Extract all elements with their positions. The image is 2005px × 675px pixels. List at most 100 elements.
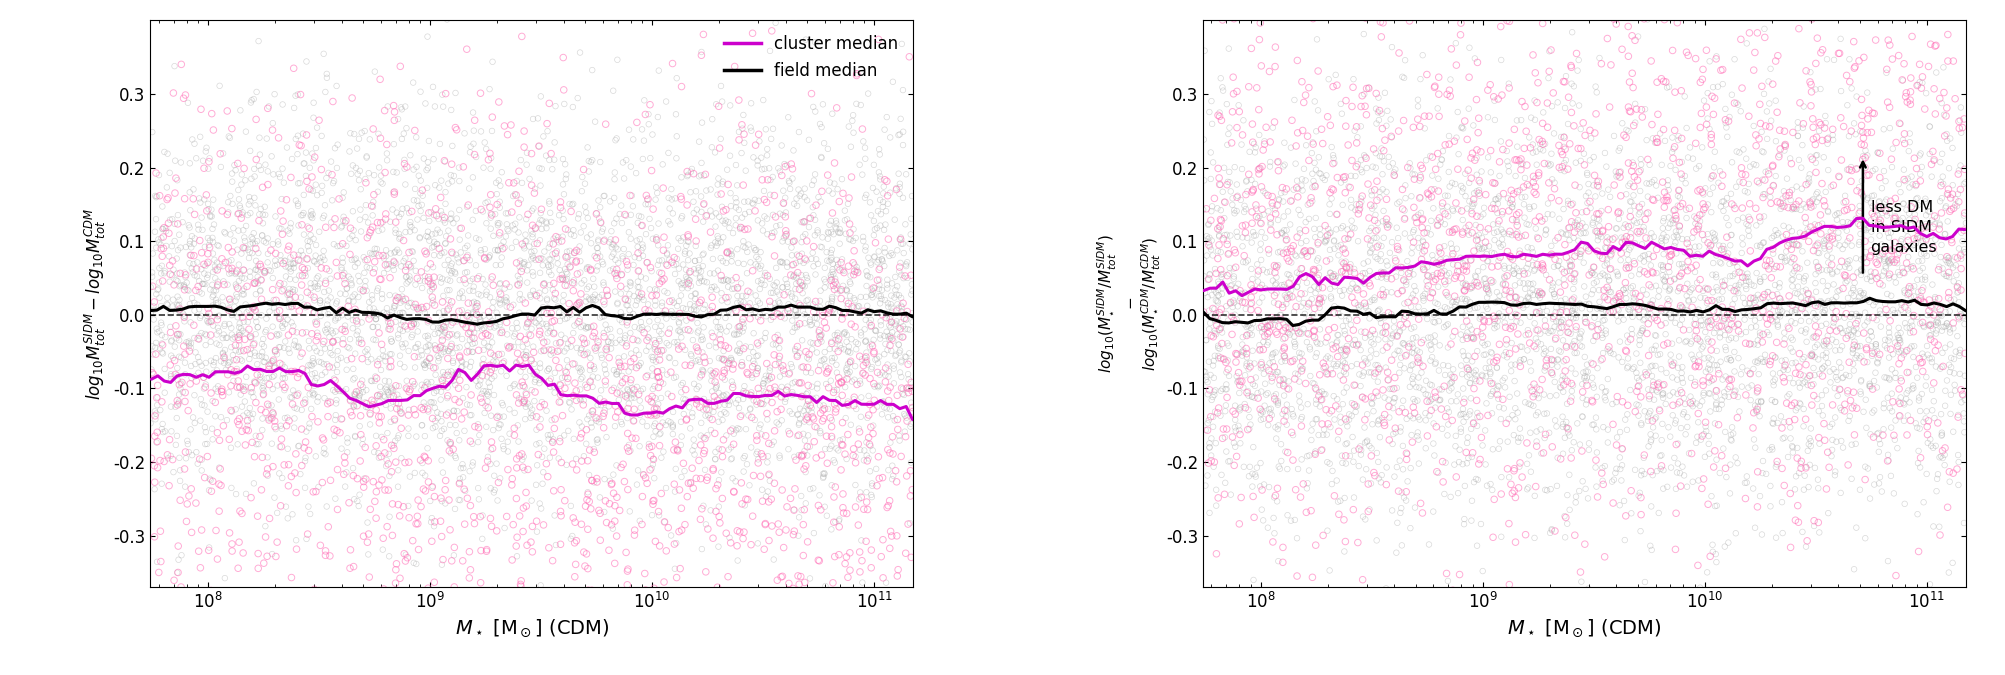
Point [1634, 300, 1666, 311]
Point [507, 342, 539, 352]
Point [1564, 124, 1596, 134]
Point [409, 342, 441, 352]
Point [1782, 399, 1815, 410]
Point [886, 273, 918, 284]
Point [1229, 227, 1261, 238]
Point [1566, 341, 1598, 352]
Point [790, 34, 822, 45]
Point [1706, 443, 1738, 454]
Point [1774, 306, 1807, 317]
Point [1197, 303, 1229, 314]
Point [816, 356, 848, 367]
Point [146, 261, 178, 271]
Point [485, 252, 517, 263]
Point [1642, 286, 1674, 296]
Point [178, 298, 211, 308]
Point [399, 299, 431, 310]
Point [561, 342, 593, 353]
Point [1251, 267, 1283, 277]
Point [1492, 16, 1524, 27]
Point [820, 284, 852, 294]
Point [786, 232, 818, 242]
Point [196, 232, 229, 243]
Point [393, 298, 425, 308]
Point [884, 269, 916, 280]
Point [1887, 268, 1919, 279]
Point [1401, 302, 1434, 313]
Point [1476, 247, 1508, 258]
Point [882, 564, 914, 575]
Point [834, 277, 866, 288]
Point [1624, 165, 1656, 176]
Point [794, 317, 826, 327]
Point [365, 381, 397, 392]
Point [1249, 362, 1281, 373]
Point [140, 338, 172, 348]
Point [1355, 325, 1387, 335]
Point [1740, 387, 1772, 398]
Point [1325, 399, 1357, 410]
Point [1594, 251, 1626, 262]
Point [884, 383, 916, 394]
Point [1363, 313, 1395, 324]
Point [1863, 197, 1895, 208]
Point [1285, 421, 1317, 431]
Point [1782, 362, 1815, 373]
Point [1855, 350, 1887, 361]
Point [192, 153, 225, 164]
Point [1460, 376, 1492, 387]
Point [313, 285, 345, 296]
Point [1428, 190, 1460, 201]
Point [1638, 175, 1670, 186]
Point [1586, 333, 1618, 344]
Point [1351, 306, 1383, 317]
Point [1369, 479, 1401, 490]
Point [409, 380, 441, 391]
Point [1893, 208, 1925, 219]
Point [581, 195, 614, 206]
Point [1626, 452, 1658, 463]
Point [1279, 282, 1311, 293]
Point [361, 186, 393, 197]
Point [1694, 240, 1726, 251]
Point [1460, 219, 1492, 230]
Point [219, 160, 251, 171]
Point [1829, 277, 1861, 288]
Point [255, 358, 287, 369]
Point [1949, 177, 1981, 188]
Point [1610, 425, 1642, 435]
Point [1620, 104, 1652, 115]
Point [1534, 484, 1566, 495]
Point [1369, 597, 1401, 608]
Point [491, 208, 523, 219]
Point [1399, 332, 1432, 343]
Point [1379, 222, 1412, 233]
Point [816, 433, 848, 443]
Point [285, 246, 317, 256]
Point [604, 361, 636, 372]
Point [249, 209, 281, 220]
Point [662, 325, 694, 336]
Point [1488, 289, 1520, 300]
Point [247, 558, 279, 568]
Point [575, 585, 608, 595]
Point [790, 296, 822, 306]
Point [782, 418, 814, 429]
Point [547, 346, 579, 357]
Point [427, 306, 459, 317]
Point [1351, 234, 1383, 244]
Point [453, 328, 485, 339]
Point [1726, 239, 1758, 250]
Point [1811, 132, 1843, 143]
Point [642, 346, 674, 357]
Point [1205, 73, 1237, 84]
Point [770, 274, 802, 285]
Point [445, 333, 477, 344]
Point [221, 289, 253, 300]
Point [1865, 486, 1897, 497]
Point [359, 170, 391, 181]
Point [610, 284, 642, 294]
Point [838, 480, 870, 491]
Point [309, 86, 341, 97]
Point [1331, 140, 1363, 151]
